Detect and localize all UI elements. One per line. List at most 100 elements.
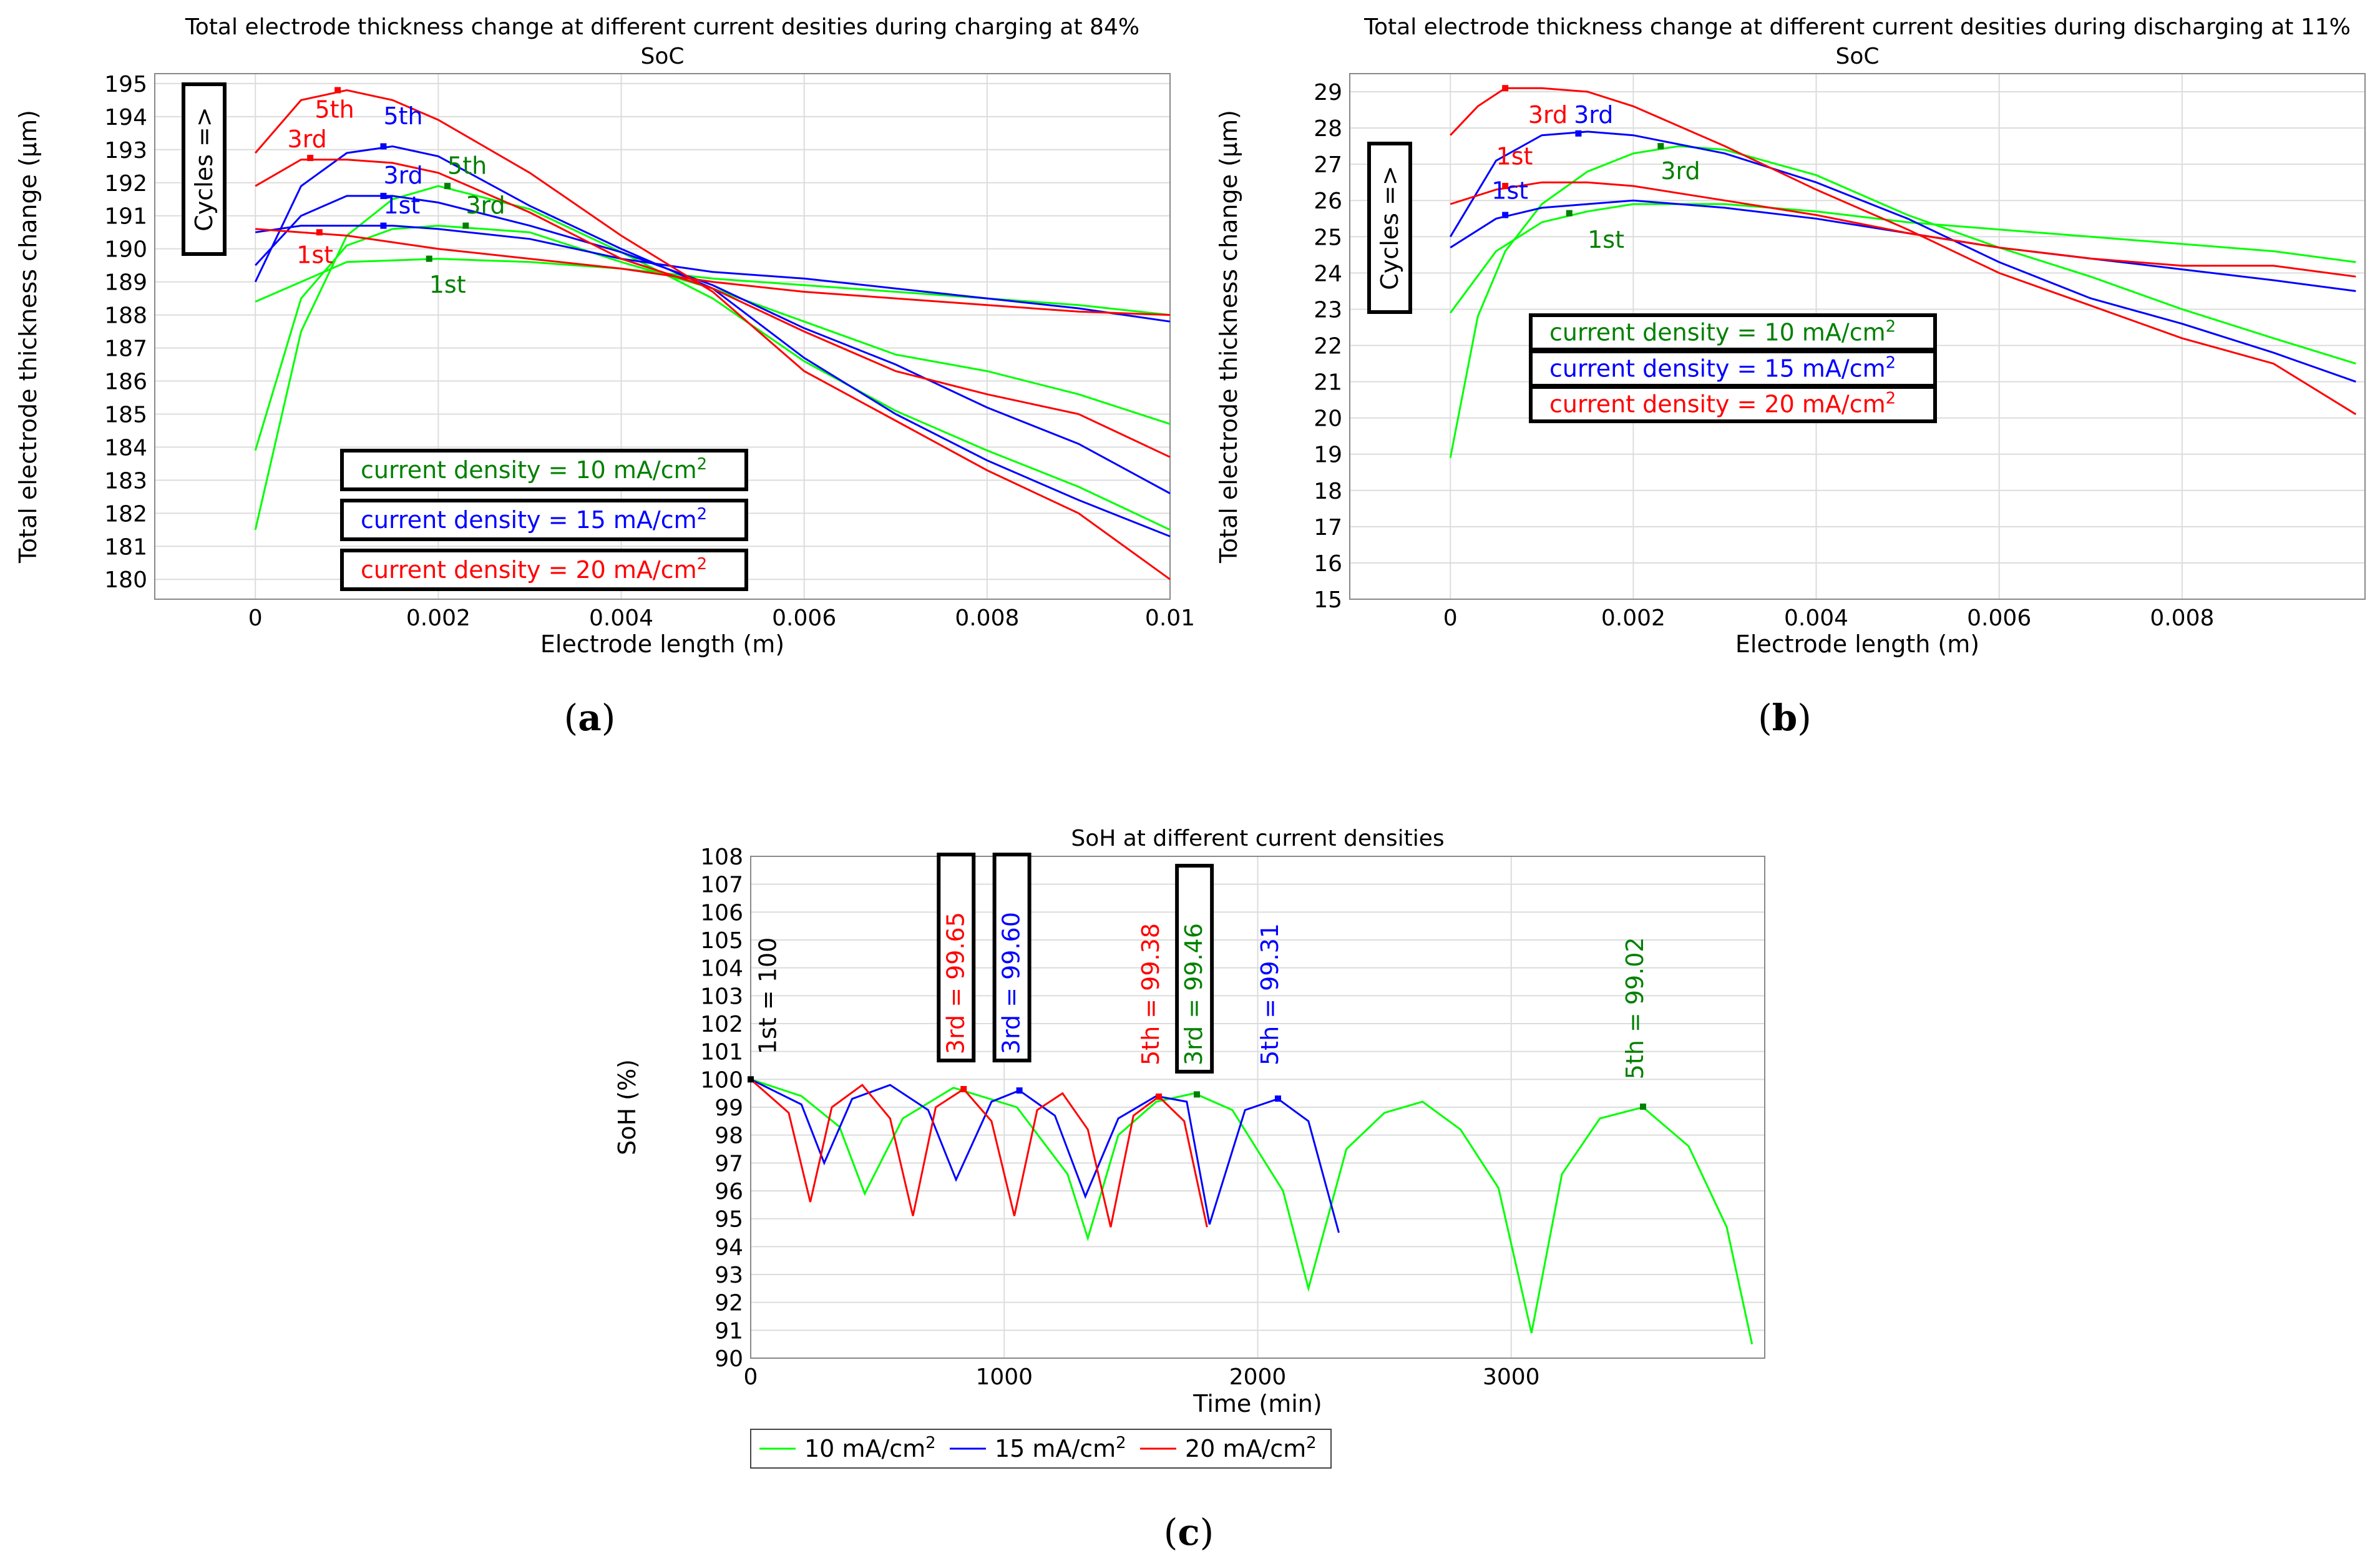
series-line bbox=[255, 225, 1171, 323]
y-tick-label: 97 bbox=[714, 1151, 743, 1177]
series-line bbox=[254, 225, 1171, 451]
y-tick-label: 189 bbox=[104, 270, 147, 296]
series-line bbox=[1449, 130, 2356, 383]
x-tick-label: 0.002 bbox=[1601, 605, 1666, 631]
y-tick-label: 103 bbox=[700, 984, 743, 1009]
legend-label: 20 mA/cm2 bbox=[1185, 1434, 1317, 1462]
data-marker bbox=[1016, 1087, 1023, 1094]
y-tick-label: 99 bbox=[714, 1095, 743, 1121]
data-marker bbox=[748, 1076, 754, 1083]
data-marker bbox=[1575, 130, 1582, 137]
y-tick-label: 22 bbox=[1314, 334, 1342, 360]
y-tick-label: 18 bbox=[1314, 479, 1342, 504]
legend-label: current density = 10 mA/cm2 bbox=[361, 455, 707, 484]
cycles-box bbox=[182, 82, 227, 256]
y-axis-label: Total electrode thickness change (µm) bbox=[14, 110, 42, 564]
series-line bbox=[1450, 87, 2357, 416]
series-line bbox=[254, 145, 1171, 537]
legend-label: 15 mA/cm2 bbox=[995, 1434, 1126, 1462]
data-marker bbox=[1275, 1095, 1281, 1102]
legend-label: current density = 20 mA/cm2 bbox=[361, 555, 707, 584]
x-tick-label: 0.004 bbox=[589, 605, 653, 631]
data-marker bbox=[426, 255, 432, 262]
annotation: 3rd = 99.60 bbox=[992, 853, 1031, 1063]
y-tick-label: 107 bbox=[700, 873, 743, 898]
cycles-label: Cycles => bbox=[190, 107, 218, 231]
data-marker bbox=[1640, 1103, 1646, 1110]
panel-caption: (c) bbox=[1164, 1511, 1214, 1554]
series-line bbox=[750, 1078, 1753, 1345]
series-line bbox=[255, 159, 1171, 458]
y-tick-label: 184 bbox=[104, 435, 147, 461]
panel-caption: (a) bbox=[564, 697, 616, 739]
x-axis-label: Time (min) bbox=[1192, 1390, 1322, 1417]
legend-box bbox=[1529, 313, 1937, 351]
y-tick-label: 180 bbox=[104, 567, 147, 593]
y-tick-label: 188 bbox=[104, 303, 147, 329]
annotation-text: 1st bbox=[429, 271, 466, 298]
y-tick-label: 95 bbox=[714, 1207, 743, 1233]
annotation-box bbox=[1175, 864, 1214, 1074]
annotation-text: 1st = 100 bbox=[754, 937, 782, 1054]
y-tick-label: 24 bbox=[1314, 261, 1342, 286]
x-tick-label: 0.008 bbox=[955, 605, 1019, 631]
y-tick-label: 193 bbox=[104, 138, 147, 164]
chart-title: SoH at different current densities bbox=[1071, 826, 1444, 851]
data-marker bbox=[334, 87, 341, 94]
data-marker bbox=[1194, 1091, 1200, 1098]
data-marker bbox=[444, 183, 451, 190]
annotation-text: 3rd bbox=[1574, 101, 1613, 129]
cycles-box bbox=[1367, 142, 1412, 314]
annotation: 5th = 99.38 bbox=[1137, 923, 1164, 1065]
x-tick-label: 0.006 bbox=[772, 605, 836, 631]
annotation: 1st = 100 bbox=[754, 937, 782, 1054]
annotation-text: 1st bbox=[1496, 143, 1533, 170]
annotation-text: 3rd bbox=[288, 125, 327, 153]
annotation-text: 3rd = 99.46 bbox=[1180, 923, 1207, 1065]
annotation-text: 1st bbox=[383, 192, 420, 219]
data-marker bbox=[307, 155, 314, 162]
chart-title-line2: SoC bbox=[1835, 44, 1879, 69]
data-marker bbox=[380, 222, 387, 229]
legend-label: current density = 10 mA/cm2 bbox=[1549, 318, 1896, 346]
annotation-text: 1st bbox=[296, 241, 333, 268]
annotation: 3rd = 99.65 bbox=[937, 853, 976, 1063]
chart-panel-b: 0 0.002 0.004 0.006 0.008 15 16 17 18 19 20 21 22 23 2… bbox=[1215, 14, 2366, 739]
legend-box bbox=[340, 449, 748, 491]
y-axis-label: Total electrode thickness change (µm) bbox=[1215, 110, 1242, 564]
y-tick-label: 21 bbox=[1314, 370, 1342, 396]
annotation-text: 3rd bbox=[1528, 101, 1568, 129]
x-tick-label: 2000 bbox=[1229, 1364, 1287, 1390]
series-line bbox=[750, 1078, 1340, 1233]
data-marker bbox=[1566, 210, 1573, 217]
data-marker bbox=[1502, 85, 1509, 92]
data-marker bbox=[1502, 212, 1509, 218]
y-tick-label: 91 bbox=[714, 1318, 743, 1344]
legend-label: 10 mA/cm2 bbox=[804, 1434, 936, 1462]
legend-label: current density = 15 mA/cm2 bbox=[361, 505, 707, 534]
y-tick-label: 25 bbox=[1314, 225, 1342, 250]
series-line bbox=[1450, 181, 2356, 278]
x-axis-label: Electrode length (m) bbox=[1735, 630, 1979, 658]
plot-frame bbox=[154, 73, 1171, 600]
data-marker bbox=[960, 1085, 967, 1092]
annotation-text: 3rd bbox=[466, 192, 505, 219]
x-axis-label: Electrode length (m) bbox=[540, 630, 784, 658]
y-tick-label: 192 bbox=[104, 171, 147, 197]
annotation-text: 1st bbox=[1587, 226, 1624, 253]
x-tick-label: 0 bbox=[1443, 605, 1458, 631]
annotation-box bbox=[937, 853, 976, 1063]
y-tick-label: 108 bbox=[700, 844, 743, 870]
annotation-text: 5th bbox=[315, 95, 354, 123]
y-tick-label: 93 bbox=[714, 1263, 743, 1288]
y-tick-label: 15 bbox=[1314, 587, 1342, 613]
y-tick-label: 90 bbox=[714, 1346, 743, 1372]
y-tick-label: 183 bbox=[104, 468, 147, 494]
y-tick-label: 28 bbox=[1314, 116, 1342, 142]
x-tick-label: 0.008 bbox=[2150, 605, 2214, 631]
series-line bbox=[750, 1079, 1208, 1228]
x-tick-label: 0.01 bbox=[1145, 605, 1195, 631]
series-line bbox=[255, 258, 1171, 316]
x-tick-label: 0 bbox=[248, 605, 263, 631]
legend-box bbox=[1529, 385, 1937, 423]
